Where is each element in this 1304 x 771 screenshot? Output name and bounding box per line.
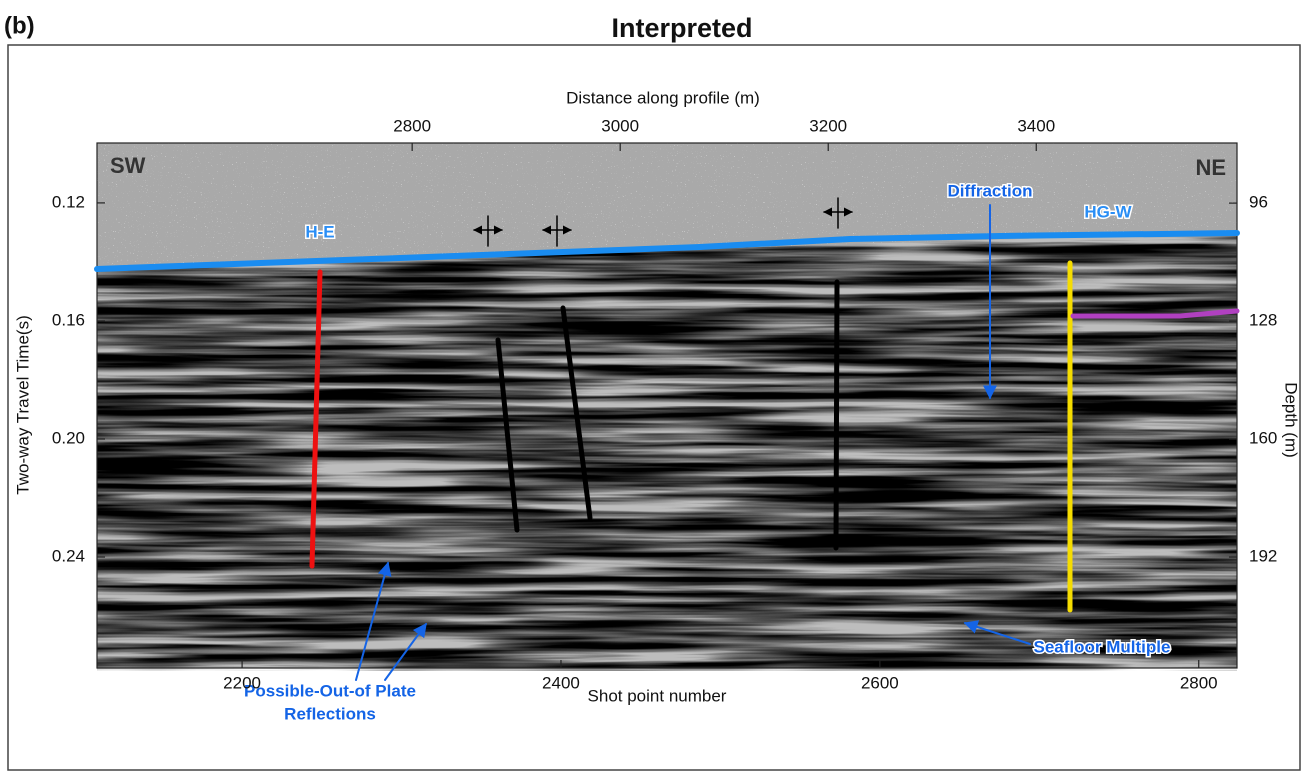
- fault: [560, 305, 593, 521]
- tick-label: 0.16: [52, 310, 85, 329]
- fault: [495, 337, 520, 533]
- tick-label: 0.24: [52, 547, 85, 566]
- tick-label: 96: [1249, 193, 1268, 212]
- reflections-label: Reflections: [284, 704, 376, 723]
- fault: [833, 279, 840, 551]
- interpretation: [94, 197, 1240, 681]
- tick-label: 3000: [601, 116, 639, 135]
- axes: 2800 3000 3200 3400 2200 2400 2600 2800 0.12 0.16…: [52, 116, 1277, 692]
- tick-label: 3400: [1017, 116, 1055, 135]
- axis-title: Two-way Travel Time(s): [13, 315, 32, 494]
- tick-label: 160: [1249, 429, 1277, 448]
- tick-label: 128: [1249, 311, 1277, 330]
- tick-label: 2200: [223, 673, 261, 692]
- horizon-purple: [1070, 308, 1240, 319]
- horizon-label: H-E: [305, 222, 334, 241]
- callout-arrows: [355, 204, 1031, 681]
- tick-label: 2600: [861, 673, 899, 692]
- tick-label: 192: [1249, 547, 1277, 566]
- tick-label: 3200: [809, 116, 847, 135]
- seismic-section: [96, 142, 1238, 671]
- tick-label: 0.20: [52, 428, 85, 447]
- tick-label: 0.12: [52, 192, 85, 211]
- panel-label: (b): [4, 12, 35, 39]
- tick-label: 2800: [1180, 673, 1218, 692]
- ne-label: NE: [1195, 155, 1226, 180]
- tick-label: 2400: [542, 673, 580, 692]
- sw-label: SW: [110, 153, 146, 178]
- reflections-label: Possible-Out-of Plate: [244, 681, 416, 700]
- tick-label: 2800: [393, 116, 431, 135]
- horizon: [94, 230, 1240, 272]
- title: Interpreted: [611, 13, 752, 43]
- horizon-label: HG-W: [1084, 202, 1132, 221]
- multiple-label: Seafloor Multiple: [1034, 637, 1171, 656]
- frame: [7, 44, 1301, 771]
- axis-title: Distance along profile (m): [566, 88, 760, 107]
- axis-title: Depth (m): [1282, 382, 1301, 458]
- axis-title: Shot point number: [588, 686, 727, 705]
- fault-red: [309, 269, 323, 569]
- offset-markers: [473, 197, 853, 247]
- diffraction-label: Diffraction: [948, 181, 1033, 200]
